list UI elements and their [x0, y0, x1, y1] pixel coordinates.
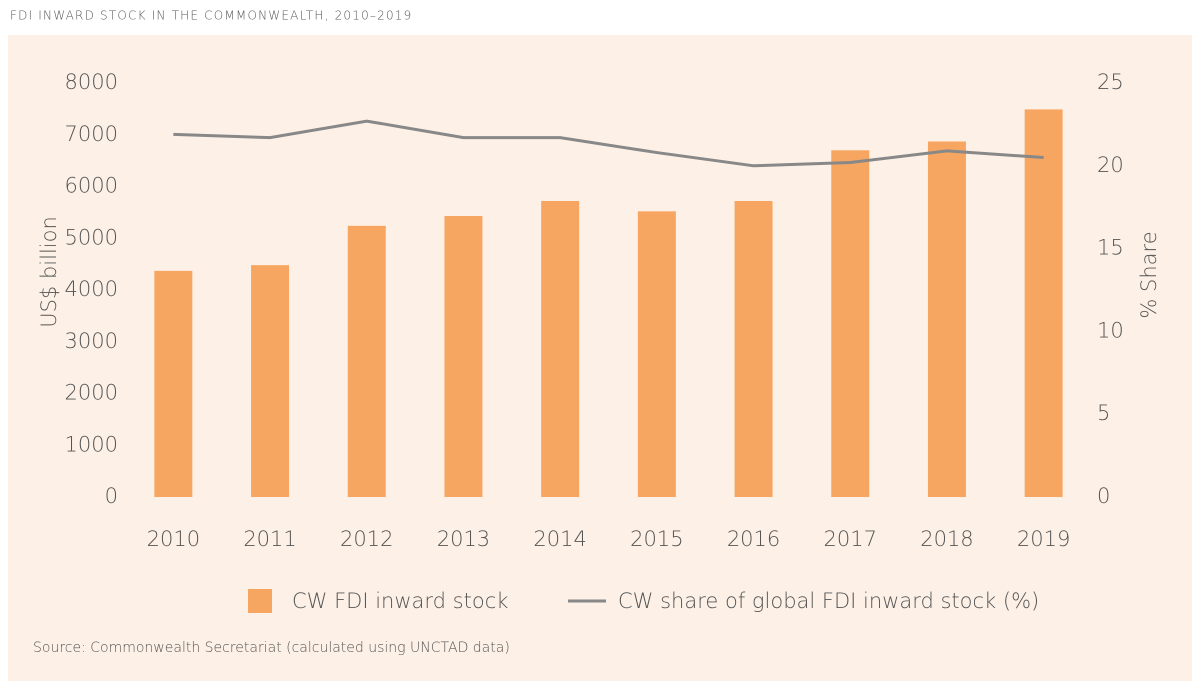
chart-title: FDI INWARD STOCK IN THE COMMONWEALTH, 20…	[10, 9, 412, 23]
bar	[1024, 109, 1063, 497]
bar	[154, 270, 193, 497]
bar	[347, 225, 386, 497]
x-tick-label: 2015	[630, 527, 683, 551]
y-tick-label: 6000	[65, 174, 118, 198]
y2-tick-label: 10	[1097, 318, 1124, 342]
x-tick-label: 2011	[243, 527, 296, 551]
x-tick-label: 2017	[824, 527, 877, 551]
legend-label: CW share of global FDI inward stock (%)	[618, 589, 1039, 613]
y2-axis-label: % Share	[1137, 231, 1161, 318]
y-tick-label: 3000	[65, 329, 118, 353]
bar	[637, 211, 676, 497]
bar	[541, 200, 580, 498]
y-tick-label: 7000	[65, 122, 118, 146]
legend-swatch	[248, 589, 272, 613]
source: Source: Commonwealth Secretariat (calcul…	[33, 640, 510, 656]
y-tick-label: 5000	[65, 225, 118, 249]
bar	[444, 215, 483, 497]
y2-tick-label: 5	[1097, 401, 1110, 425]
y2-tick-label: 20	[1097, 153, 1124, 177]
y-tick-label: 4000	[65, 277, 118, 301]
bar	[831, 150, 870, 497]
y-tick-label: 8000	[65, 70, 118, 94]
bar	[927, 141, 966, 498]
x-tick-label: 2013	[437, 527, 490, 551]
x-tick-label: 2019	[1017, 527, 1070, 551]
y-tick-label: 0	[105, 484, 118, 508]
y-tick-label: 2000	[65, 381, 118, 405]
x-tick-label: 2018	[920, 527, 973, 551]
x-tick-label: 2014	[533, 527, 586, 551]
x-tick-label: 2012	[340, 527, 393, 551]
x-tick-label: 2010	[147, 527, 200, 551]
legend-label: CW FDI inward stock	[292, 589, 508, 613]
bar	[251, 265, 290, 497]
y-tick-label: 1000	[65, 432, 118, 456]
y2-tick-label: 0	[1097, 484, 1110, 508]
bar	[734, 200, 773, 498]
x-tick-label: 2016	[727, 527, 780, 551]
y2-tick-label: 25	[1097, 70, 1124, 94]
y-axis-label: US$ billion	[37, 216, 61, 328]
y2-tick-label: 15	[1097, 236, 1124, 260]
line	[173, 119, 1044, 168]
